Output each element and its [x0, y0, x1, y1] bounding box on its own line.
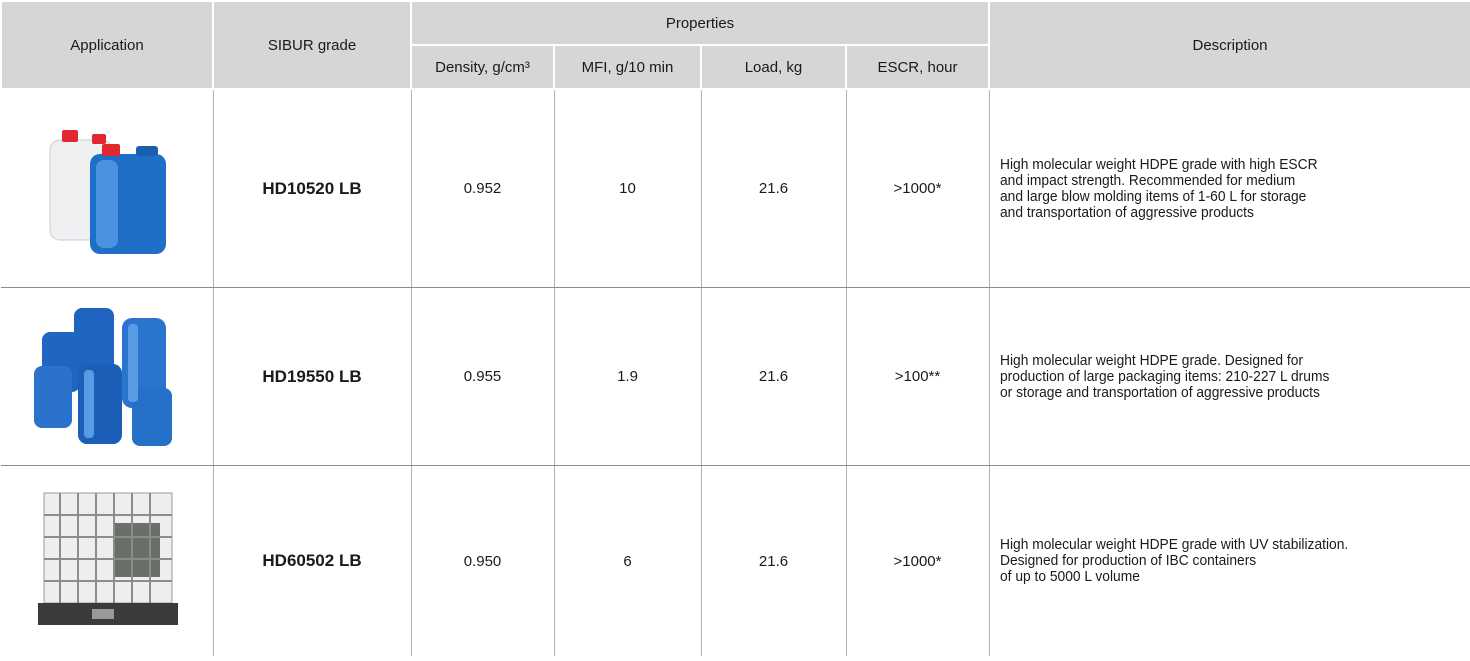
ibc-image [37, 492, 178, 625]
header-cell: Properties [410, 0, 990, 46]
grade-cell: HD10520 LB [212, 89, 411, 288]
subheader-row: Density, g/cm³ MFI, g/10 min Load, kg ES… [1, 44, 1470, 90]
density-cell: 0.950 [410, 465, 554, 656]
description-line: Designed for production of IBC container… [999, 552, 1256, 569]
canister-image [49, 129, 166, 254]
table-row: HD60502 LB 0.950 6 21.6 >1000* High mole… [1, 465, 1470, 657]
description-line: production of large packaging items: 210… [999, 367, 1329, 385]
load-cell: 21.6 [700, 89, 846, 288]
grade-cell: HD60502 LB [212, 465, 411, 656]
header-cell: Load, kg [700, 44, 847, 90]
header-cell: Description [988, 0, 1470, 90]
header-cell: MFI, g/10 min [553, 44, 702, 90]
table-row: HD10520 LB 0.952 10 21.6 >1000* High mol… [1, 89, 1470, 288]
description-line: High molecular weight HDPE grade with hi… [999, 155, 1318, 173]
escr-cell: >100** [845, 287, 989, 466]
load-cell: 21.6 [700, 465, 846, 656]
header-row: Application SIBUR grade Properties Descr… [0, 0, 1470, 90]
description-line: and transportation of aggressive product… [999, 203, 1254, 221]
header-cell: SIBUR grade [212, 0, 412, 90]
density-cell: 0.955 [410, 287, 554, 466]
mfi-cell: 6 [553, 465, 701, 656]
escr-cell: >1000* [845, 89, 989, 288]
description-line: High molecular weight HDPE grade with UV… [999, 536, 1348, 553]
header-cell: Density, g/cm³ [410, 44, 555, 90]
table-row: HD19550 LB 0.955 1.9 21.6 >100** High mo… [1, 287, 1470, 466]
description-cell: High molecular weight HDPE grade with UV… [988, 465, 1470, 656]
application-image-cell [1, 89, 213, 288]
description-cell: High molecular weight HDPE grade. Design… [988, 287, 1470, 466]
application-image-cell [1, 287, 213, 466]
load-cell: 21.6 [700, 287, 846, 466]
description-line: of up to 5000 L volume [999, 568, 1140, 585]
header-cell: Application [0, 0, 214, 90]
mfi-cell: 1.9 [553, 287, 701, 466]
description-line: and impact strength. Recommended for med… [999, 171, 1295, 189]
density-cell: 0.952 [410, 89, 554, 288]
application-image-cell [1, 466, 213, 657]
description-line: and large blow molding items of 1-60 L f… [999, 187, 1306, 205]
grade-cell: HD19550 LB [212, 287, 411, 466]
description-line: or storage and transportation of aggress… [999, 383, 1320, 401]
header-cell: ESCR, hour [845, 44, 990, 90]
description-line: High molecular weight HDPE grade. Design… [999, 351, 1303, 369]
description-cell: High molecular weight HDPE grade with hi… [988, 89, 1470, 288]
drums-image [33, 307, 172, 446]
mfi-cell: 10 [553, 89, 701, 288]
escr-cell: >1000* [845, 465, 989, 656]
